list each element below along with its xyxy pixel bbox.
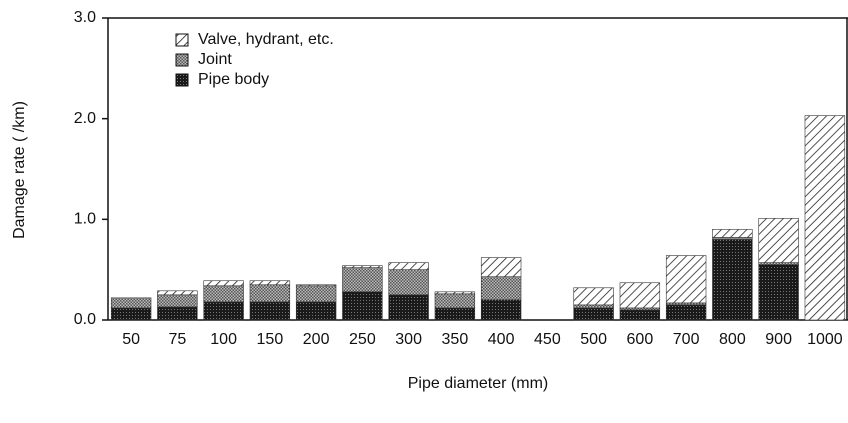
x-tick-label: 400 [488,331,515,348]
bar-segment [665,302,707,306]
x-tick-label: 350 [442,331,469,348]
x-tick-label: 300 [395,331,422,348]
bar-segment [388,262,429,270]
legend-swatch [175,53,189,67]
bar-segment [203,301,244,321]
bar-segment [480,257,522,278]
bar-segment [758,218,799,263]
legend-swatch [175,73,189,87]
bar-segment [573,304,614,309]
x-tick-label: 250 [349,331,376,348]
bar-segment [295,301,337,321]
x-tick-label: 75 [168,331,186,348]
bar-segment [249,301,291,321]
bar-segment [388,269,429,296]
legend-label: Pipe body [198,71,269,88]
x-tick-label: 600 [627,331,654,348]
x-tick-label: 150 [257,331,284,348]
bar-segment [342,265,383,268]
y-axis-label: Damage rate ( /km) [11,101,28,239]
bar-segment [573,287,614,306]
bar-segment [712,239,753,321]
bar-segment [157,290,198,296]
bar-segment [619,282,661,309]
x-tick-label: 500 [580,331,607,348]
bar-segment [758,264,799,321]
bar-segment [712,237,753,240]
bar-segment [619,309,661,321]
bar-segment [665,304,707,321]
bar-segment [480,276,522,301]
bar-segment [388,294,429,321]
bar-segment [157,294,198,308]
bar-segment [758,262,799,265]
x-tick-label: 900 [765,331,792,348]
bar-segment [295,284,337,287]
x-tick-label: 450 [534,331,561,348]
bar-segment [203,280,244,287]
y-tick-label: 3.0 [74,9,96,26]
bar-segment [434,291,476,295]
bar-segment [665,255,707,304]
y-tick-label: 0.0 [74,311,96,328]
bar-segment [712,229,753,238]
legend-swatch [175,33,189,47]
x-tick-label: 1000 [807,331,843,348]
legend-label: Valve, hydrant, etc. [198,31,334,48]
bar-segment [342,267,383,293]
x-tick-label: 200 [303,331,330,348]
x-axis-label: Pipe diameter (mm) [408,375,548,392]
bar-segment [804,115,846,321]
bar-segment [573,307,614,321]
x-tick-label: 100 [210,331,237,348]
x-tick-label: 50 [122,331,140,348]
bar-segment [249,280,291,286]
bar-segment [110,307,152,321]
bar-segment [434,307,476,321]
bar-segment [434,293,476,309]
bar-segment [619,307,661,311]
y-tick-label: 1.0 [74,211,96,228]
bar-segment [480,299,522,321]
bar-segment [342,291,383,321]
bar-segment [295,285,337,303]
y-tick-label: 2.0 [74,110,96,127]
bar-segment [110,297,152,309]
bar-segment [157,306,198,321]
x-tick-label: 800 [719,331,746,348]
bar-segment [249,284,291,303]
legend-label: Joint [198,51,232,68]
x-tick-label: 700 [673,331,700,348]
bar-segment [203,285,244,303]
